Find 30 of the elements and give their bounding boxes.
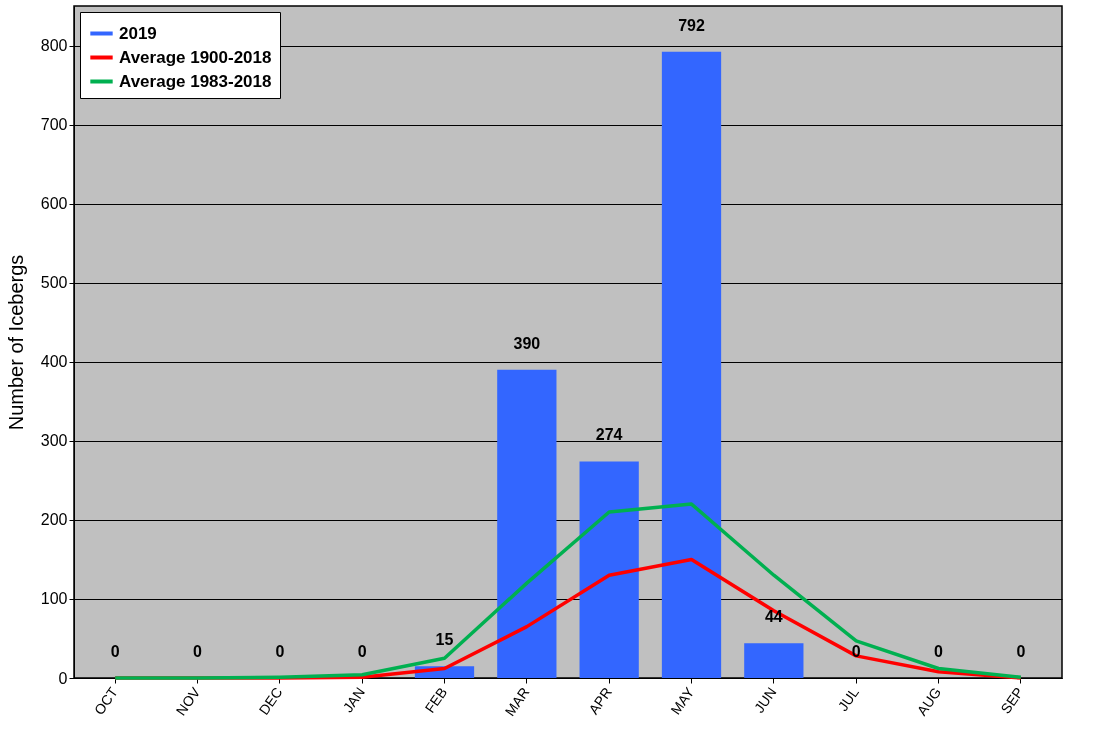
bar (744, 643, 804, 678)
data-label: 792 (678, 16, 705, 34)
bar (497, 369, 557, 678)
y-tick-label: 700 (40, 116, 68, 134)
legend-label: Average 1983-2018 (119, 71, 272, 91)
legend-label: Average 1900-2018 (119, 47, 272, 67)
data-label: 0 (110, 643, 120, 660)
data-label: 44 (764, 608, 783, 626)
bar (661, 51, 722, 678)
data-label: 0 (934, 643, 944, 660)
legend-label: 2019 (119, 23, 157, 43)
line-series (113, 502, 1023, 680)
bar (579, 461, 639, 678)
y-tick-label: 400 (40, 353, 68, 371)
y-tick-label: 600 (40, 195, 68, 213)
x-tick-label: JUL (834, 684, 863, 714)
y-tick-label: 200 (40, 511, 68, 529)
data-label: 390 (513, 334, 541, 352)
y-tick-label: 100 (40, 590, 68, 608)
data-label: 0 (357, 643, 367, 660)
data-label: 274 (595, 426, 623, 444)
y-tick-label: 0 (58, 669, 68, 687)
data-label: 0 (193, 643, 203, 660)
y-tick-label: 500 (40, 274, 68, 292)
y-tick-label: 300 (40, 432, 68, 450)
y-axis-title: Number of Icebergs (4, 254, 27, 431)
data-label: 0 (1016, 643, 1026, 660)
data-label: 15 (435, 631, 454, 649)
data-label: 0 (275, 643, 285, 660)
y-tick-label: 800 (40, 37, 68, 55)
